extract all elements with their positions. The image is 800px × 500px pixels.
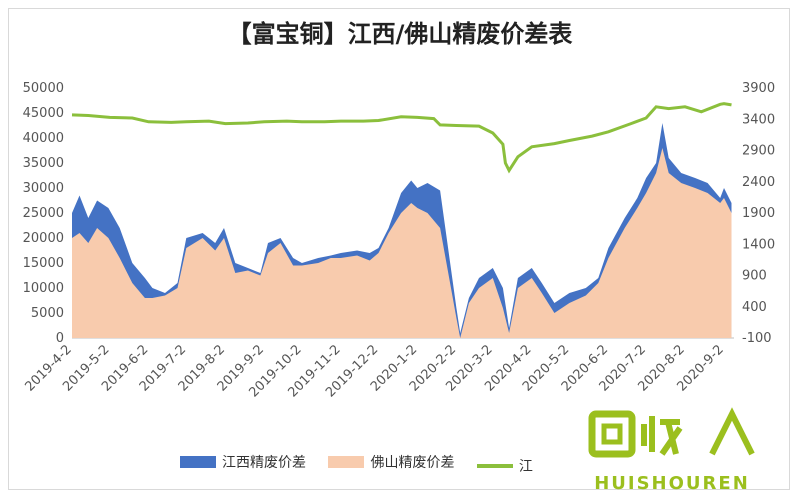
huishouren-logo-icon	[588, 407, 755, 458]
y-left-tick-label: 50000	[23, 81, 64, 96]
series-line	[71, 102, 732, 174]
y-right-tick-label: 1400	[742, 237, 775, 252]
y-left-tick-label: 45000	[23, 106, 64, 121]
legend-item-foshan: 佛山精废价差	[328, 452, 454, 472]
y-right-tick-label: 2400	[742, 175, 775, 190]
legend: 江西精废价差 佛山精废价差 江	[180, 452, 551, 476]
y-left-tick-label: 5000	[31, 306, 64, 321]
legend-item-jiangxi: 江西精废价差	[180, 452, 306, 472]
watermark: HUISHOUREN	[572, 404, 772, 494]
y-left-tick-label: 25000	[23, 206, 64, 221]
y-right-tick-label: -100	[742, 331, 772, 346]
watermark-text: HUISHOUREN	[594, 473, 750, 494]
y-right-tick-label: 3400	[742, 112, 775, 127]
y-left-tick-label: 20000	[23, 231, 64, 246]
y-right-tick-label: 3900	[742, 81, 775, 96]
legend-swatch-line	[476, 464, 513, 468]
y-right-tick-label: 900	[742, 269, 767, 284]
legend-label-foshan: 佛山精废价差	[370, 455, 455, 471]
y-left-tick-label: 10000	[23, 281, 64, 296]
y-left-tick-label: 40000	[23, 131, 64, 146]
legend-swatch-foshan	[328, 456, 365, 468]
y-left-tick-label: 15000	[23, 256, 64, 271]
legend-label-jiangxi: 江西精废价差	[222, 455, 306, 471]
chart-title: 【富宝铜】江西/佛山精废价差表	[227, 20, 573, 48]
legend-label-line: 江	[518, 459, 533, 475]
legend-swatch-jiangxi	[180, 456, 216, 468]
y-right-tick-label: 2900	[742, 144, 775, 159]
legend-item-line: 江	[476, 456, 533, 476]
y-left-tick-label: 0	[56, 331, 64, 346]
y-left-tick-label: 35000	[23, 156, 64, 171]
y-left-tick-label: 30000	[23, 181, 64, 196]
series-area-foshan	[72, 148, 732, 338]
y-right-tick-label: 1900	[742, 206, 775, 221]
y-right-tick-label: 400	[742, 300, 767, 315]
